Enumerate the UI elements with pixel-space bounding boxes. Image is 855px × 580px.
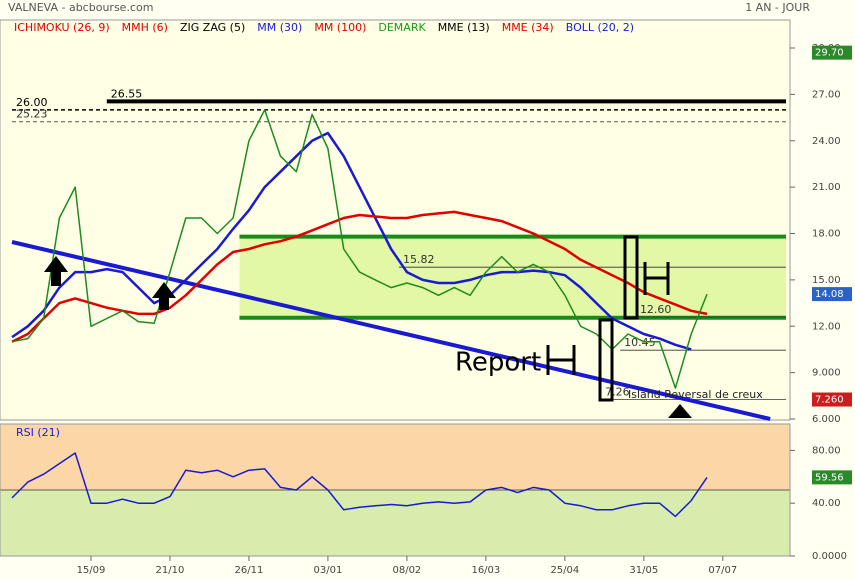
y-tick-label: 12.00 — [812, 321, 841, 332]
rsi-tag — [812, 470, 852, 485]
series-line — [11, 131, 692, 351]
legend-entry: MM (100) — [314, 21, 366, 34]
level-label: 7.26 — [605, 386, 630, 399]
price-tag — [812, 45, 852, 60]
legend-entry: DEMARK — [378, 21, 426, 34]
x-tick-label: 26/11 — [235, 565, 264, 576]
pattern-marks — [546, 235, 670, 402]
annotation: Island Reversal de creux — [628, 388, 763, 401]
y-tick-label: 80.00 — [812, 445, 841, 456]
zone — [239, 236, 786, 318]
rsi-panel — [0, 423, 791, 557]
price-panel — [0, 19, 791, 421]
price-tag-label: 14.08 — [815, 289, 844, 300]
arrow — [152, 282, 176, 310]
x-tick-label: 15/09 — [77, 565, 106, 576]
legend-entry: ICHIMOKU (26, 9) — [14, 21, 110, 34]
series-line — [11, 210, 708, 343]
x-tick-label: 25/04 — [550, 565, 579, 576]
y-tick-label: 27.00 — [812, 89, 841, 100]
price-tag — [812, 287, 852, 302]
x-tick-label: 16/03 — [471, 565, 500, 576]
y-tick-label: 18.00 — [812, 229, 841, 240]
h-mark — [546, 345, 576, 375]
legend-entry: MMH (6) — [122, 21, 168, 34]
box-mark — [623, 235, 639, 320]
legend-entry: MME (34) — [502, 21, 554, 34]
trendline — [11, 240, 771, 421]
y-tick-label: 6.000 — [812, 414, 841, 425]
x-tick-label: 31/05 — [629, 565, 658, 576]
price-line — [11, 109, 708, 389]
price-tag — [812, 392, 852, 407]
y-tick-label: 15.00 — [812, 275, 841, 286]
legend-entry: ZIG ZAG (5) — [180, 21, 245, 34]
arrow — [668, 404, 692, 418]
level-label: 26.00 — [16, 96, 48, 109]
arrows — [44, 256, 692, 418]
arrow — [44, 256, 68, 286]
chart-subtitle: 1 AN - JOUR — [745, 1, 810, 14]
x-tick-label: 03/01 — [314, 565, 343, 576]
price-tag-label: 29.70 — [815, 48, 844, 59]
level-label: 15.82 — [403, 253, 435, 266]
y-tick-label: 24.00 — [812, 136, 841, 147]
legend-entry: BOLL (20, 2) — [566, 21, 634, 34]
level-label: 12.60 — [640, 303, 672, 316]
annotation: Report — [455, 348, 541, 378]
rsi-upper-zone — [0, 424, 790, 490]
rsi-line — [11, 452, 708, 518]
y-tick-label: 9.000 — [812, 368, 841, 379]
chart-title: VALNEVA - abcbourse.com — [8, 1, 153, 14]
price-tag-label: 7.260 — [815, 395, 844, 406]
box-mark — [598, 318, 614, 402]
level-label: 10.45 — [624, 336, 656, 349]
y-tick-label: 21.00 — [812, 182, 841, 193]
y-tick-label: 0.0000 — [812, 551, 847, 562]
y-tick-label: 40.00 — [812, 498, 841, 509]
level-label: 26.55 — [111, 87, 143, 100]
level-label: 25.23 — [16, 108, 48, 121]
legend-entry: MME (13) — [438, 21, 490, 34]
x-tick-label: 07/07 — [708, 565, 737, 576]
x-tick-label: 21/10 — [156, 565, 185, 576]
h-mark — [643, 262, 670, 295]
legend-entry: MM (30) — [257, 21, 302, 34]
rsi-tag-label: 59.56 — [815, 472, 844, 483]
x-tick-label: 08/02 — [392, 565, 421, 576]
rsi-label: RSI (21) — [16, 426, 60, 439]
